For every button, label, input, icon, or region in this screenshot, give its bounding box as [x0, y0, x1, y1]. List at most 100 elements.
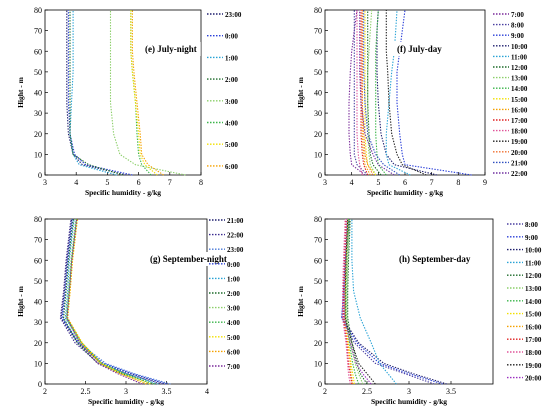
chart-panel-2: 0 10 20 30 40 50 60 70 80 3 4 5 6 7 8 9 Specific humidit… — [296, 6, 528, 197]
x-tick-label: 5 — [105, 178, 109, 187]
series-line — [59, 218, 163, 385]
y-tick-label: 60 — [314, 256, 322, 265]
y-tick-label: 70 — [314, 27, 322, 36]
y-tick-label: 30 — [34, 109, 42, 118]
x-tick-label: 3 — [43, 178, 47, 187]
y-tick-label: 80 — [34, 215, 42, 224]
legend-label: 10:00 — [525, 247, 542, 255]
legend-label: 6:00 — [227, 348, 240, 356]
series-line — [344, 218, 376, 385]
legend-label: 18:00 — [525, 349, 542, 357]
y-tick-label: 70 — [34, 236, 42, 245]
series-line — [130, 10, 158, 176]
x-axis-label: Specific humidity - g/kg — [88, 397, 164, 406]
chart-title: (e) July-night — [145, 44, 197, 54]
x-tick-label: 2 — [323, 387, 327, 396]
x-tick-label: 2.5 — [81, 387, 91, 396]
legend-label: 23:00 — [227, 246, 244, 254]
legend-label: 2:00 — [225, 76, 238, 84]
legend-label: 12:00 — [525, 272, 542, 280]
series-line — [343, 218, 372, 385]
y-tick-label: 10 — [34, 150, 42, 159]
y-tick-label: 30 — [34, 318, 42, 327]
y-tick-label: 50 — [34, 68, 42, 77]
y-axis-label: Hight - m — [16, 76, 25, 108]
series-line — [109, 10, 186, 176]
legend-label: 1:00 — [227, 275, 240, 283]
series-line — [344, 218, 355, 385]
legend-label: 17:00 — [511, 117, 528, 125]
y-tick-label: 30 — [314, 109, 322, 118]
legend-label: 9:00 — [511, 32, 524, 40]
y-tick-label: 0 — [318, 171, 322, 180]
series-line — [348, 9, 366, 176]
series-line — [61, 218, 167, 385]
y-tick-label: 60 — [314, 47, 322, 56]
x-axis-label: Specific humidity - g/kg — [85, 188, 161, 197]
y-tick-label: 70 — [314, 236, 322, 245]
legend-label: 13:00 — [511, 75, 528, 83]
series-line — [66, 10, 127, 176]
legend-label: 4:00 — [225, 120, 238, 128]
legend-label: 15:00 — [525, 311, 542, 319]
x-tick-label: 9 — [483, 178, 487, 187]
legend-label: 7:00 — [227, 363, 240, 371]
y-tick-label: 20 — [34, 130, 42, 139]
x-axis-label: Specific humidity - g/kg — [367, 188, 443, 197]
series-line — [341, 218, 443, 385]
series-line — [351, 219, 397, 385]
title-background — [141, 42, 201, 56]
x-tick-label: 7 — [168, 178, 172, 187]
y-tick-label: 0 — [318, 380, 322, 389]
y-tick-label: 80 — [314, 215, 322, 224]
legend-label: 10:00 — [511, 43, 528, 51]
chart-title: (g) September-night — [150, 254, 227, 264]
series-line — [63, 218, 155, 385]
series-line — [360, 10, 369, 176]
y-axis-label: Hight - m — [16, 285, 25, 317]
series-line — [363, 10, 400, 176]
chart-title: (f) July-day — [397, 44, 442, 54]
y-tick-label: 0 — [38, 380, 42, 389]
y-tick-label: 20 — [314, 130, 322, 139]
legend-label: 14:00 — [525, 298, 542, 306]
legend-label: 5:00 — [225, 141, 238, 149]
legend-label: 3:00 — [225, 98, 238, 106]
plot-frame — [324, 218, 494, 385]
y-tick-label: 60 — [34, 47, 42, 56]
legend-label: 11:00 — [525, 259, 541, 267]
x-tick-label: 4 — [350, 178, 354, 187]
series-line — [60, 218, 167, 385]
series-line — [67, 218, 147, 385]
series-line — [361, 10, 374, 176]
legend-label: 8:00 — [525, 221, 538, 229]
y-tick-label: 40 — [34, 298, 42, 307]
y-tick-label: 50 — [314, 277, 322, 286]
y-tick-label: 20 — [314, 339, 322, 348]
series-line — [347, 218, 368, 385]
series-line — [66, 218, 143, 385]
y-tick-label: 70 — [34, 27, 42, 36]
chart-panel-1: 0 10 20 30 40 50 60 70 80 3 4 5 6 7 8 Specific humidity… — [16, 6, 242, 197]
series-line — [396, 9, 472, 176]
y-tick-label: 40 — [34, 89, 42, 98]
plot-frame — [324, 9, 486, 176]
series-line — [345, 218, 360, 385]
x-tick-label: 4 — [74, 178, 78, 187]
series-line — [66, 218, 155, 385]
x-tick-label: 2 — [43, 387, 47, 396]
x-axis-label: Specific humidity - g/kg — [371, 397, 447, 406]
series-line — [342, 218, 351, 385]
series-line — [342, 218, 447, 385]
chart-title: (h) September-day — [399, 254, 471, 264]
legend-label: 19:00 — [525, 362, 542, 370]
legend-label: 2:00 — [227, 290, 240, 298]
legend-label: 21:00 — [511, 159, 528, 167]
series-line — [375, 9, 387, 176]
legend-label: 0:00 — [225, 33, 238, 41]
y-axis-label: Hight - m — [296, 76, 305, 108]
y-tick-label: 20 — [34, 339, 42, 348]
legend-label: 17:00 — [525, 336, 542, 344]
